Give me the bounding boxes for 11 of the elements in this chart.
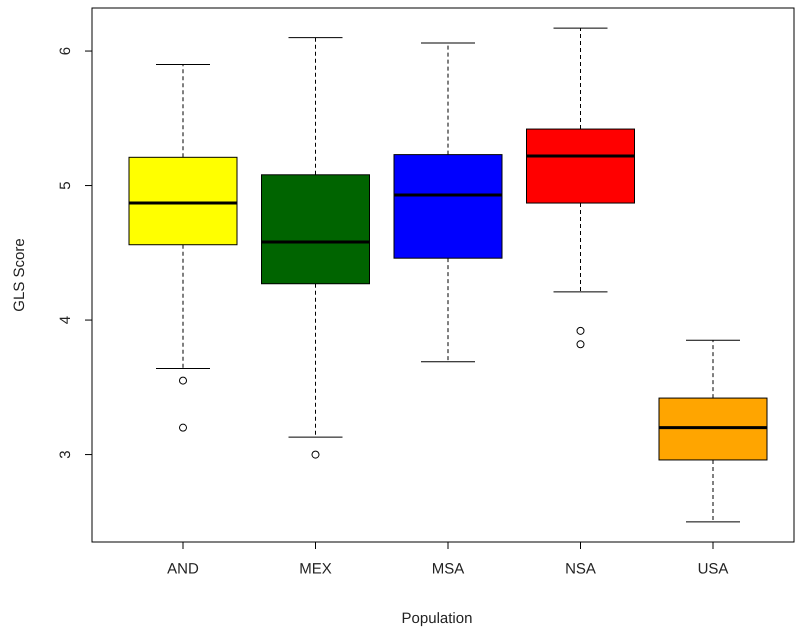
y-tick-label: 4 bbox=[57, 316, 74, 324]
x-tick-label: USA bbox=[698, 560, 728, 578]
y-tick-label: 5 bbox=[57, 181, 74, 190]
x-tick-label: MEX bbox=[299, 560, 332, 578]
x-tick-label: NSA bbox=[565, 560, 596, 578]
y-tick-label: 3 bbox=[57, 450, 74, 459]
x-tick-label: MSA bbox=[432, 560, 464, 578]
x-axis-title: Population bbox=[402, 610, 472, 627]
x-tick-label: AND bbox=[167, 560, 199, 578]
y-axis-title: GLS Score bbox=[11, 238, 28, 312]
y-tick-label: 6 bbox=[57, 46, 74, 56]
